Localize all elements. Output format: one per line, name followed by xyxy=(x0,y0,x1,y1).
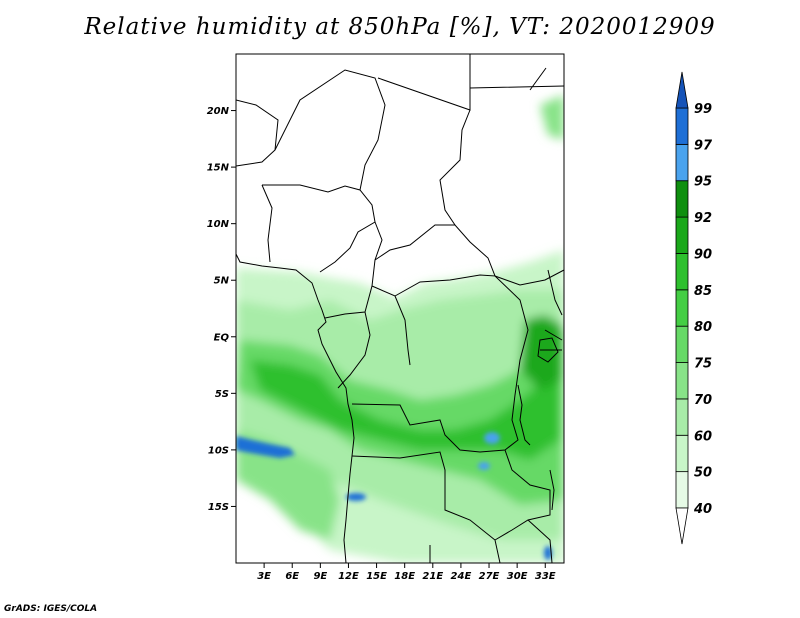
border-car xyxy=(371,224,496,297)
coast-north-east xyxy=(469,67,564,91)
humid-region-dark xyxy=(250,360,560,460)
border-east xyxy=(540,269,563,351)
colorbar-over-cap xyxy=(675,71,689,109)
colorbar: 40 50 60 70 75 80 85 90 92 95 97 99 xyxy=(675,71,713,545)
colorbar-level-label: 80 xyxy=(694,320,712,335)
colorbar-segment xyxy=(675,398,689,436)
chart-title: Relative humidity at 850hPa [%], VT: 202… xyxy=(84,14,716,40)
colorbar-level-label: 85 xyxy=(694,284,712,299)
lon-tick-label: 6E xyxy=(285,571,299,582)
colorbar-segment xyxy=(675,362,689,400)
colorbar-segment xyxy=(675,471,689,509)
border-congo xyxy=(337,311,371,389)
colorbar-level-label: 95 xyxy=(694,175,712,190)
colorbar-level-label: 97 xyxy=(694,138,713,153)
lake-tanganyika xyxy=(517,384,531,446)
plot-frame xyxy=(235,53,565,564)
border-sahel xyxy=(236,99,279,167)
lon-tick-label: 9E xyxy=(313,571,327,582)
latitude-axis: 20N 15N 10N 5N EQ 5S 10S 15S xyxy=(207,106,236,513)
lon-tick-label: 15E xyxy=(366,571,387,582)
colorbar-level-label: 50 xyxy=(694,466,712,481)
colorbar-level-label: 75 xyxy=(694,357,712,372)
border-nigeria xyxy=(261,184,376,273)
lon-tick-label: 12E xyxy=(338,571,359,582)
lat-tick-label: 20N xyxy=(207,106,230,117)
colorbar-segment xyxy=(675,253,689,291)
colorbar-level-label: 60 xyxy=(694,429,712,444)
humid-region-mid xyxy=(236,330,564,505)
lon-tick-label: 18E xyxy=(394,571,415,582)
saturation-patch-west xyxy=(236,436,295,458)
lon-tick-label: 24E xyxy=(451,571,472,582)
colorbar-segment xyxy=(675,289,689,327)
lat-tick-label: 15N xyxy=(207,163,230,174)
lon-tick-label: 3E xyxy=(257,571,271,582)
colorbar-level-label: 40 xyxy=(693,502,712,517)
colorbar-segment xyxy=(675,434,689,473)
lon-tick-label: 30E xyxy=(507,571,528,582)
coastline-west xyxy=(236,253,355,563)
humidity-field xyxy=(236,54,564,563)
lon-tick-label: 27E xyxy=(479,571,500,582)
lat-tick-label: 10N xyxy=(207,219,230,230)
colorbar-level-label: 92 xyxy=(694,211,712,226)
country-borders xyxy=(236,54,564,563)
lat-tick-label: 5N xyxy=(214,276,230,287)
saturation-patch-zambia xyxy=(478,462,490,470)
border-south xyxy=(429,519,553,563)
credit-label: GrADS: IGES/COLA xyxy=(4,604,98,614)
lake-victoria xyxy=(537,337,559,363)
longitude-axis: 3E 6E 9E 12E 15E 18E 21E 24E 27E 30E 33E xyxy=(257,563,556,582)
lon-tick-label: 21E xyxy=(422,571,443,582)
saturation-patch-angola xyxy=(346,493,366,501)
lon-tick-label: 33E xyxy=(535,571,556,582)
lat-tick-label: 10S xyxy=(208,445,229,456)
colorbar-level-label: 70 xyxy=(694,393,712,408)
humid-region-north-east xyxy=(540,95,564,140)
saturation-patch-lake xyxy=(544,546,552,560)
colorbar-segment xyxy=(675,107,689,145)
colorbar-segment xyxy=(675,143,689,182)
humid-region-mid2 xyxy=(236,430,340,540)
colorbar-segment xyxy=(675,216,689,254)
colorbar-level-label: 99 xyxy=(694,102,712,117)
lat-tick-label: 15S xyxy=(208,502,229,513)
colorbar-segment xyxy=(675,180,689,218)
border-south-sudan xyxy=(494,269,564,286)
colorbar-level-label: 90 xyxy=(694,247,712,262)
colorbar-segment xyxy=(675,325,689,363)
border-sudan xyxy=(439,109,471,226)
border-angola xyxy=(351,451,501,563)
colorbar-under-cap xyxy=(675,507,689,545)
saturation-patch-congo xyxy=(484,432,500,444)
border-zambia xyxy=(494,449,551,541)
lake-malawi xyxy=(549,469,555,511)
lat-tick-label: EQ xyxy=(214,332,230,343)
lat-tick-label: 5S xyxy=(215,389,229,400)
border-niger xyxy=(274,69,386,191)
